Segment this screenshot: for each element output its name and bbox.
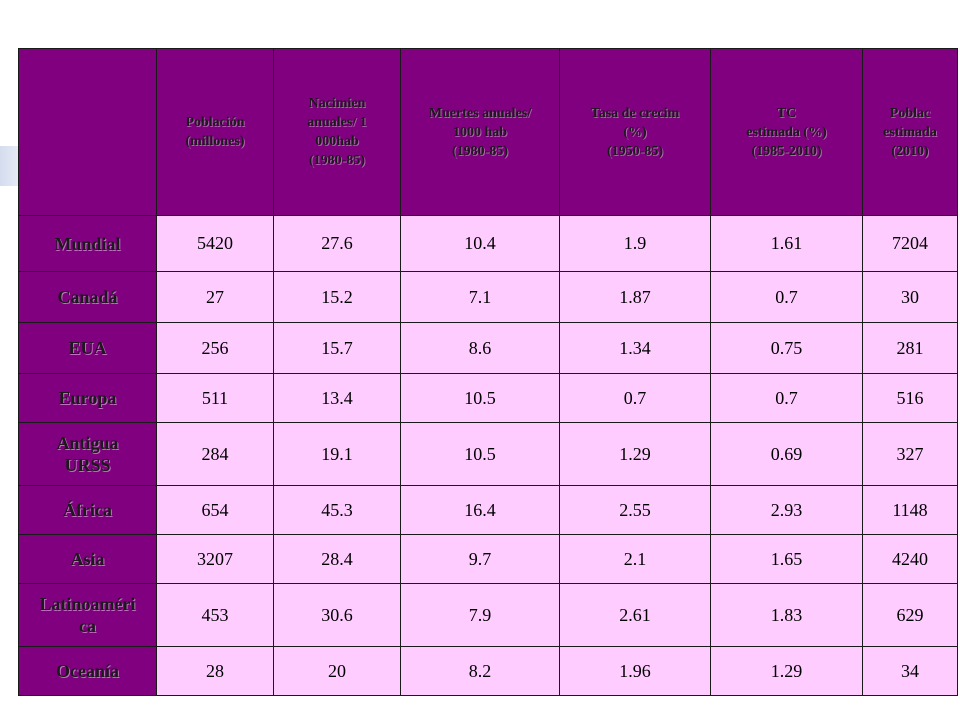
value-cell: 7204	[862, 215, 958, 272]
header-muertes: Muertes anuales/ 1000 hab (1980-85)	[400, 48, 560, 216]
table-row: Canadá 27 15.2 7.1 1.87 0.7 30	[18, 271, 958, 323]
region-cell: Asia	[18, 534, 157, 584]
region-cell: Mundial	[18, 215, 157, 272]
value-cell: 1.65	[710, 534, 863, 584]
region-label: Europa	[58, 388, 117, 408]
value-cell: 5420	[156, 215, 274, 272]
value-cell: 10.4	[400, 215, 560, 272]
value-cell: 27	[156, 271, 274, 323]
value-cell: 30.6	[273, 583, 401, 647]
table-row: Europa 511 13.4 10.5 0.7 0.7 516	[18, 373, 958, 423]
value-cell: 13.4	[273, 373, 401, 423]
value-cell: 10.5	[400, 422, 560, 486]
header-poblacion-estimada: Poblac estimada (2010)	[862, 48, 958, 216]
value-cell: 0.7	[710, 373, 863, 423]
value-cell: 654	[156, 485, 274, 535]
table-row: Asia 3207 28.4 9.7 2.1 1.65 4240	[18, 534, 958, 584]
value-cell: 1.29	[559, 422, 711, 486]
header-nacimientos: Nacimien anuales/ 1 000hab (1980-85)	[273, 48, 401, 216]
header-tasa-crecimiento: Tasa de crecim (%) (1950-85)	[559, 48, 711, 216]
value-cell: 516	[862, 373, 958, 423]
value-cell: 2.55	[559, 485, 711, 535]
value-cell: 327	[862, 422, 958, 486]
table-row: Latinoaméri ca 453 30.6 7.9 2.61 1.83 629	[18, 583, 958, 647]
table-body: Mundial 5420 27.6 10.4 1.9 1.61 7204 Canadá 27 15…	[18, 215, 958, 696]
value-cell: 2.1	[559, 534, 711, 584]
value-cell: 8.6	[400, 322, 560, 374]
header-tc-estimada: TC estimada (%) (1985-2010)	[710, 48, 863, 216]
region-cell: Canadá	[18, 271, 157, 323]
value-cell: 28.4	[273, 534, 401, 584]
value-cell: 0.7	[559, 373, 711, 423]
population-table: Población (millones) Nacimien anuales/ 1…	[18, 48, 958, 696]
value-cell: 0.7	[710, 271, 863, 323]
header-poblacion: Población (millones)	[156, 48, 274, 216]
region-label: Mundial	[54, 233, 121, 254]
value-cell: 15.2	[273, 271, 401, 323]
value-cell: 2.93	[710, 485, 863, 535]
value-cell: 7.1	[400, 271, 560, 323]
region-cell: Latinoaméri ca	[18, 583, 157, 647]
value-cell: 1148	[862, 485, 958, 535]
region-label: Oceanía	[56, 661, 119, 681]
table-row: EUA 256 15.7 8.6 1.34 0.75 281	[18, 322, 958, 374]
region-cell: Antigua URSS	[18, 422, 157, 486]
value-cell: 10.5	[400, 373, 560, 423]
value-cell: 27.6	[273, 215, 401, 272]
table-row: Mundial 5420 27.6 10.4 1.9 1.61 7204	[18, 215, 958, 272]
region-label: Antigua URSS	[56, 433, 119, 475]
value-cell: 1.96	[559, 646, 711, 696]
value-cell: 4240	[862, 534, 958, 584]
header-corner	[18, 48, 157, 216]
value-cell: 20	[273, 646, 401, 696]
value-cell: 453	[156, 583, 274, 647]
value-cell: 1.61	[710, 215, 863, 272]
header-row: Población (millones) Nacimien anuales/ 1…	[18, 48, 958, 216]
region-cell: Europa	[18, 373, 157, 423]
value-cell: 256	[156, 322, 274, 374]
value-cell: 45.3	[273, 485, 401, 535]
value-cell: 16.4	[400, 485, 560, 535]
value-cell: 8.2	[400, 646, 560, 696]
value-cell: 9.7	[400, 534, 560, 584]
table-header: Población (millones) Nacimien anuales/ 1…	[18, 48, 958, 216]
value-cell: 0.69	[710, 422, 863, 486]
value-cell: 3207	[156, 534, 274, 584]
value-cell: 19.1	[273, 422, 401, 486]
value-cell: 7.9	[400, 583, 560, 647]
value-cell: 28	[156, 646, 274, 696]
value-cell: 15.7	[273, 322, 401, 374]
value-cell: 1.29	[710, 646, 863, 696]
region-cell: EUA	[18, 322, 157, 374]
region-label: África	[63, 500, 112, 520]
value-cell: 1.83	[710, 583, 863, 647]
region-label: Asia	[70, 549, 105, 569]
value-cell: 629	[862, 583, 958, 647]
value-cell: 34	[862, 646, 958, 696]
region-cell: Oceanía	[18, 646, 157, 696]
value-cell: 0.75	[710, 322, 863, 374]
region-cell: África	[18, 485, 157, 535]
table-row: Oceanía 28 20 8.2 1.96 1.29 34	[18, 646, 958, 696]
table-row: Antigua URSS 284 19.1 10.5 1.29 0.69 327	[18, 422, 958, 486]
value-cell: 30	[862, 271, 958, 323]
region-label: Latinoaméri ca	[39, 594, 136, 636]
value-cell: 1.34	[559, 322, 711, 374]
value-cell: 284	[156, 422, 274, 486]
value-cell: 2.61	[559, 583, 711, 647]
region-label: EUA	[68, 338, 107, 358]
value-cell: 1.9	[559, 215, 711, 272]
region-label: Canadá	[57, 287, 118, 307]
value-cell: 511	[156, 373, 274, 423]
value-cell: 281	[862, 322, 958, 374]
value-cell: 1.87	[559, 271, 711, 323]
table-row: África 654 45.3 16.4 2.55 2.93 1148	[18, 485, 958, 535]
